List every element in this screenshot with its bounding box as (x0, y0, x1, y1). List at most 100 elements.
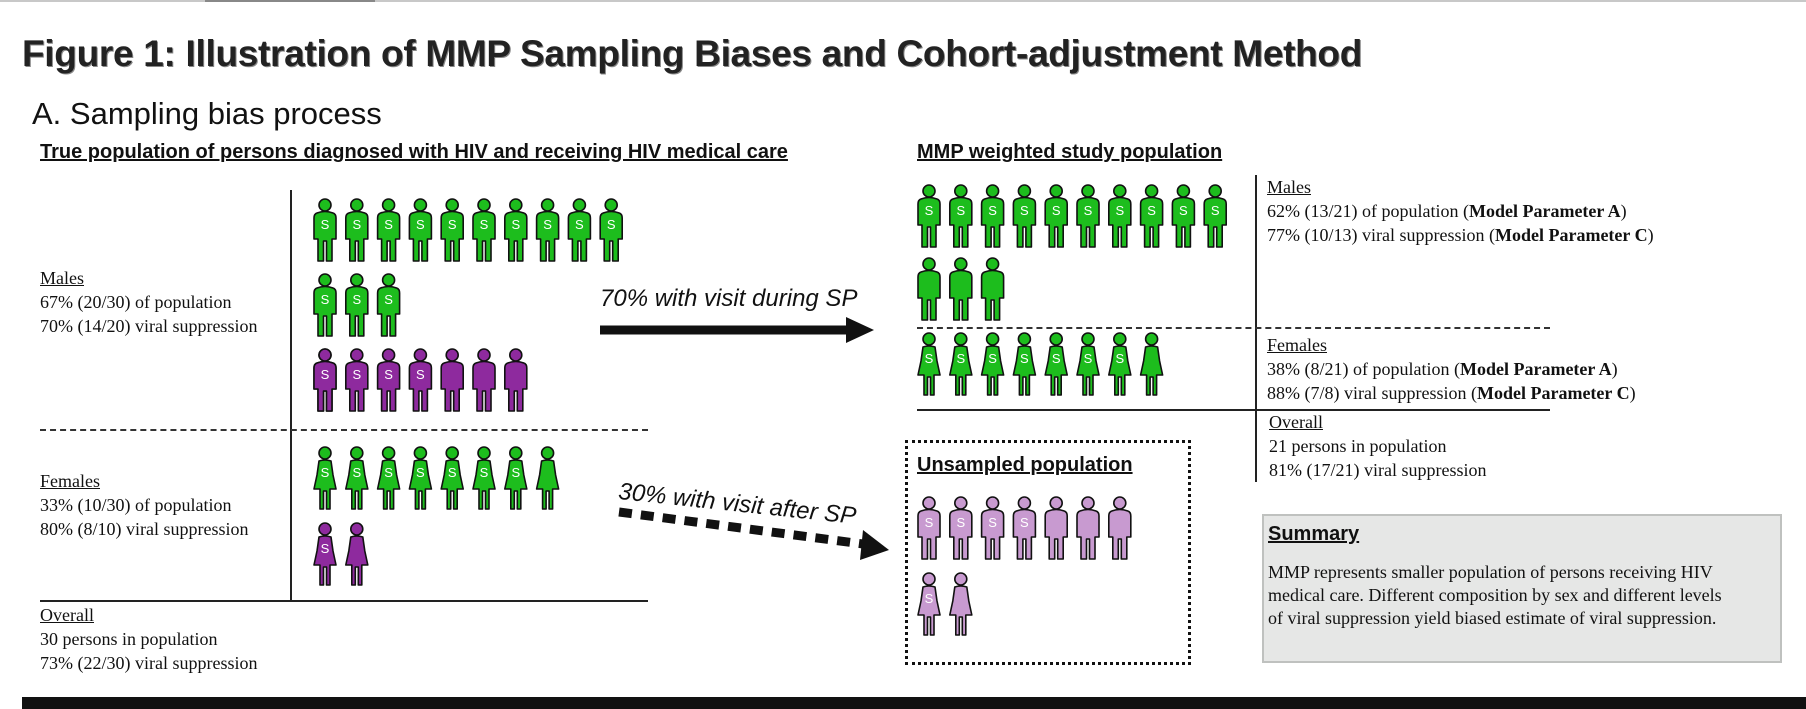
weighted-males-person-icon: S (1108, 184, 1132, 248)
true-population-header: True population of persons diagnosed wit… (40, 141, 788, 163)
unsampled-males-person-icon: S (1012, 496, 1037, 560)
weighted-females-person-icon: S (917, 332, 941, 396)
top-rule (0, 0, 1806, 2)
unsampled-males-person-icon (1108, 496, 1132, 560)
weighted-females-person-icon (1139, 332, 1164, 396)
weighted-males-person-icon: S (917, 184, 941, 248)
visit-after-arrow (618, 507, 889, 560)
true-females-unsuppressed-person-icon (344, 522, 369, 586)
unsampled-females-person-icon (948, 572, 973, 636)
true-females-suppressed-person-icon: S (408, 446, 433, 510)
suppressed-label: S (607, 217, 616, 232)
true-males-suppressed-person-icon: S (313, 198, 337, 262)
weighted-overall-stats: Overall 21 persons in population 81% (17… (1269, 410, 1486, 482)
suppressed-label: S (1084, 203, 1093, 218)
true-males-unsuppressed-person-icon: S (408, 348, 433, 412)
unsampled-females-person-icon: S (917, 572, 941, 636)
weighted-males-person-icon: S (1203, 184, 1227, 248)
weighted-males-person-icon: S (1171, 184, 1196, 248)
suppressed-label: S (1084, 351, 1093, 366)
suppressed-label: S (988, 203, 997, 218)
suppressed-label: S (1052, 203, 1061, 218)
suppressed-label: S (352, 217, 361, 232)
weighted-population-sex-divider (917, 327, 1550, 329)
true-females-population: 33% (10/30) of population (40, 495, 232, 515)
unsampled-population-box (905, 440, 1191, 665)
suppressed-label: S (480, 465, 489, 480)
true-overall-stats: Overall 30 persons in population 73% (22… (40, 603, 257, 675)
true-population-divider-vertical (290, 190, 292, 601)
true-males-suppressed-person-icon: S (440, 198, 465, 262)
true-population-overall-divider (40, 600, 648, 602)
suppressed-label: S (352, 367, 361, 382)
suppressed-label: S (384, 217, 393, 232)
true-males-suppressed-person-icon: S (313, 273, 337, 337)
true-males-stats: Males 67% (20/30) of population 70% (14/… (40, 266, 257, 338)
true-population-sex-divider (40, 429, 648, 431)
true-males-population: 67% (20/30) of population (40, 292, 232, 312)
section-a-title: A. Sampling bias process (32, 96, 382, 131)
weighted-males-person-icon: S (948, 184, 973, 248)
suppressed-label: S (925, 203, 934, 218)
suppressed-label: S (416, 465, 425, 480)
true-males-suppressed-person-icon: S (472, 198, 496, 262)
true-females-stats: Females 33% (10/30) of population 80% (8… (40, 469, 248, 541)
bottom-rule (22, 697, 1806, 709)
suppressed-label: S (1020, 515, 1029, 530)
suppressed-label: S (956, 515, 965, 530)
summary-heading: Summary (1268, 523, 1360, 545)
summary-text: MMP represents smaller population of per… (1268, 561, 1722, 630)
suppressed-label: S (925, 591, 934, 606)
suppressed-label: S (925, 351, 934, 366)
suppressed-label: S (321, 292, 330, 307)
suppressed-label: S (511, 217, 520, 232)
suppressed-label: S (321, 541, 330, 556)
summary-box (1262, 514, 1782, 663)
suppressed-label: S (448, 465, 457, 480)
unsampled-males-person-icon: S (980, 496, 1005, 560)
summary-line: MMP represents smaller population of per… (1268, 562, 1713, 582)
weighted-overall-heading: Overall (1269, 412, 1323, 432)
suppressed-label: S (1020, 351, 1029, 366)
suppressed-label: S (925, 515, 934, 530)
figure-title: Figure 1: Illustration of MMP Sampling B… (22, 33, 1363, 74)
weighted-population-overall-divider (917, 409, 1550, 411)
suppressed-label: S (384, 292, 393, 307)
true-males-suppressed-person-icon: S (344, 273, 369, 337)
true-males-suppressed-person-icon: S (535, 198, 560, 262)
suppressed-label: S (511, 465, 520, 480)
true-overall-population: 30 persons in population (40, 629, 218, 649)
weighted-females-stats: Females 38% (8/21) of population (Model … (1267, 333, 1636, 405)
unsampled-males-person-icon (1044, 496, 1068, 560)
weighted-males-person-icon (980, 257, 1005, 321)
true-females-suppressed-person-icon (535, 446, 560, 510)
weighted-males-person-icon: S (1012, 184, 1037, 248)
true-males-suppressed-person-icon: S (503, 198, 528, 262)
true-females-suppression: 80% (8/10) viral suppression (40, 519, 249, 539)
weighted-females-person-icon: S (1108, 332, 1132, 396)
true-males-suppressed-person-icon: S (376, 273, 401, 337)
true-males-unsuppressed-person-icon (440, 348, 465, 412)
weighted-males-person-icon (948, 257, 973, 321)
true-females-suppressed-person-icon: S (440, 446, 465, 510)
true-males-suppression: 70% (14/20) viral suppression (40, 316, 258, 336)
suppressed-label: S (956, 351, 965, 366)
suppressed-label: S (321, 367, 330, 382)
suppressed-label: S (480, 217, 489, 232)
true-males-suppressed-person-icon: S (376, 198, 401, 262)
weighted-males-person-icon: S (980, 184, 1005, 248)
true-males-heading: Males (40, 268, 84, 288)
suppressed-label: S (956, 203, 965, 218)
true-males-unsuppressed-person-icon: S (376, 348, 401, 412)
weighted-overall-population: 21 persons in population (1269, 436, 1447, 456)
suppressed-label: S (384, 465, 393, 480)
weighted-females-suppression: 88% (7/8) viral suppression (Model Param… (1267, 383, 1636, 403)
true-males-suppressed-person-icon: S (408, 198, 433, 262)
summary-line: medical care. Different composition by s… (1268, 585, 1722, 605)
unsampled-population-header: Unsampled population (917, 454, 1133, 476)
weighted-males-person-icon (917, 257, 941, 321)
weighted-females-person-icon: S (1044, 332, 1068, 396)
weighted-males-suppression: 77% (10/13) viral suppression (Model Par… (1267, 225, 1654, 245)
visit-during-label: 70% with visit during SP (600, 285, 858, 312)
